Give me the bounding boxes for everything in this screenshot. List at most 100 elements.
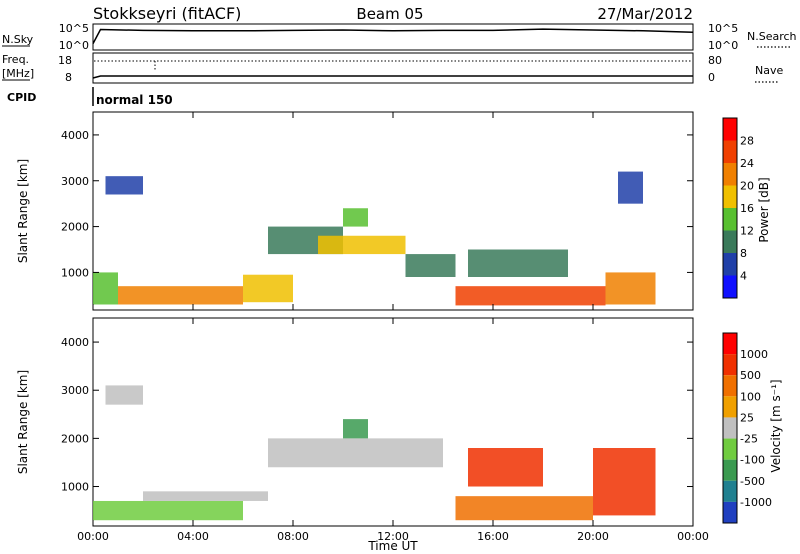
velocity-colorbar-tick-7: -1000 (740, 496, 772, 509)
power-region-9 (468, 249, 568, 277)
velocity-y-tick-label-2: 3000 (61, 384, 89, 397)
power-y-tick-label-2: 3000 (61, 175, 89, 188)
power-plot-frame (92, 111, 694, 311)
nsearch-label: N.Search (747, 30, 797, 43)
power-y-axis-label: Slant Range [km] (16, 159, 30, 263)
power-y-tick-label-0: 1000 (61, 266, 89, 279)
velocity-region-2 (143, 491, 268, 501)
nsky-line (92, 28, 694, 44)
x-tick-label-5: 20:00 (577, 530, 609, 543)
power-region-10 (605, 272, 656, 305)
power-colorbar-swatch-7 (723, 275, 737, 298)
power-colorbar-tick-3: 16 (740, 202, 754, 215)
x-tick-label-6: 00:00 (677, 530, 709, 543)
power-colorbar-label: Power [dB] (757, 177, 771, 242)
freq-tick-top: 18 (58, 54, 72, 67)
power-colorbar-swatch-2 (723, 163, 737, 186)
velocity-colorbar-swatches: 1000 500 100 25 -25 -100 -500 -1000 (722, 332, 772, 524)
nave-label: Nave (755, 64, 783, 77)
velocity-colorbar-swatch-4 (723, 417, 737, 439)
freq-label: Freq. (2, 53, 29, 66)
cpid-label: CPID (7, 91, 36, 104)
freq-tick-bottom: 8 (65, 71, 72, 84)
cpid-row: CPID normal 150 (7, 87, 173, 107)
power-region-5 (318, 235, 406, 255)
cpid-value: normal 150 (96, 93, 173, 107)
velocity-heatmap (93, 385, 656, 521)
nsearch-tick-top: 10^5 (708, 22, 738, 35)
power-colorbar-swatch-4 (723, 208, 737, 231)
velocity-region-0 (105, 385, 143, 405)
nave-tick-top: 80 (708, 54, 722, 67)
velocity-colorbar-tick-5: -100 (740, 454, 765, 467)
nsky-tick-bottom: 10^0 (59, 39, 89, 52)
power-colorbar: 4 8 12 16 20 24 28 Power [dB] (722, 117, 771, 299)
x-tick-label-2: 08:00 (277, 530, 309, 543)
power-colorbar-swatch-1 (723, 140, 737, 163)
velocity-region-4 (343, 419, 368, 439)
power-heatmap (93, 171, 656, 306)
velocity-y-ticks: 1000 2000 3000 4000 (61, 336, 693, 494)
velocity-region-3 (268, 438, 443, 468)
power-colorbar-tick-2: 12 (740, 225, 754, 238)
power-colorbar-tick-4: 20 (740, 180, 754, 193)
velocity-colorbar-tick-3: 25 (740, 411, 754, 424)
power-y-tick-label-1: 2000 (61, 221, 89, 234)
velocity-colorbar-label: Velocity [m s⁻¹] (769, 379, 783, 472)
power-region-2 (118, 286, 243, 305)
velocity-colorbar-frame (722, 332, 738, 524)
velocity-colorbar-tick-0: 1000 (740, 348, 768, 361)
velocity-region-5 (455, 496, 593, 521)
power-colorbar-swatch-5 (723, 230, 737, 253)
velocity-colorbar-swatch-3 (723, 396, 737, 418)
power-region-0 (105, 176, 143, 195)
velocity-y-tick-label-0: 1000 (61, 481, 89, 494)
power-y-tick-label-3: 4000 (61, 129, 89, 142)
velocity-colorbar-tick-2: 100 (740, 390, 761, 403)
x-tick-label-0: 00:00 (77, 530, 109, 543)
power-colorbar-tick-0: 4 (740, 270, 747, 283)
power-colorbar-swatch-3 (723, 185, 737, 208)
beam-label: Beam 05 (356, 5, 423, 23)
nsearch-tick-bottom: 10^0 (708, 39, 738, 52)
velocity-panel: 1000 2000 3000 4000 00:00 04:00 08:00 12:00 16:… (16, 317, 709, 543)
nave-tick-bottom: 0 (708, 71, 715, 84)
power-panel: 1000 2000 3000 4000 Slant Range [km] (16, 111, 694, 311)
x-axis-label: Time UT (367, 539, 418, 553)
velocity-colorbar-tick-6: -500 (740, 475, 765, 488)
velocity-colorbar-swatch-5 (723, 438, 737, 460)
power-colorbar-frame (722, 117, 738, 299)
power-region-6 (343, 208, 368, 227)
velocity-colorbar-tick-1: 500 (740, 369, 761, 382)
power-y-ticks: 1000 2000 3000 4000 (61, 129, 693, 279)
freq-unit: [MHz] (2, 67, 34, 80)
nsky-series (92, 28, 694, 44)
velocity-region-6 (468, 448, 543, 487)
power-colorbar-swatches: 4 8 12 16 20 24 28 (722, 117, 754, 299)
power-region-11 (618, 171, 643, 204)
power-colorbar-swatch-6 (723, 253, 737, 276)
power-region-8 (455, 286, 606, 306)
velocity-y-tick-label-1: 2000 (61, 432, 89, 445)
velocity-colorbar-swatch-7 (723, 480, 737, 502)
velocity-colorbar-swatch-0 (723, 333, 737, 355)
velocity-region-1 (93, 500, 243, 521)
nsky-panel: N.Sky 10^5 10^0 10^5 10^0 N.Search (2, 22, 797, 52)
nsky-frame (92, 23, 694, 51)
velocity-colorbar-swatch-2 (723, 375, 737, 397)
velocity-colorbar: 1000 500 100 25 -25 -100 -500 -1000 Velocity [m… (722, 332, 783, 524)
x-tick-label-1: 04:00 (177, 530, 209, 543)
power-colorbar-tick-5: 24 (740, 157, 754, 170)
nsky-label: N.Sky (2, 33, 34, 46)
station-title: Stokkseyri (fitACF) (93, 4, 241, 23)
velocity-colorbar-tick-4: -25 (740, 433, 758, 446)
velocity-region-7 (593, 448, 656, 516)
power-colorbar-swatch-0 (723, 118, 737, 141)
freq-line (92, 75, 693, 79)
power-x-ticks (92, 112, 694, 310)
velocity-x-ticks: 00:00 04:00 08:00 12:00 16:00 20:00 00:00 (77, 318, 709, 543)
date-label: 27/Mar/2012 (597, 5, 693, 23)
power-colorbar-tick-6: 28 (740, 135, 754, 148)
power-region-1 (93, 272, 118, 305)
